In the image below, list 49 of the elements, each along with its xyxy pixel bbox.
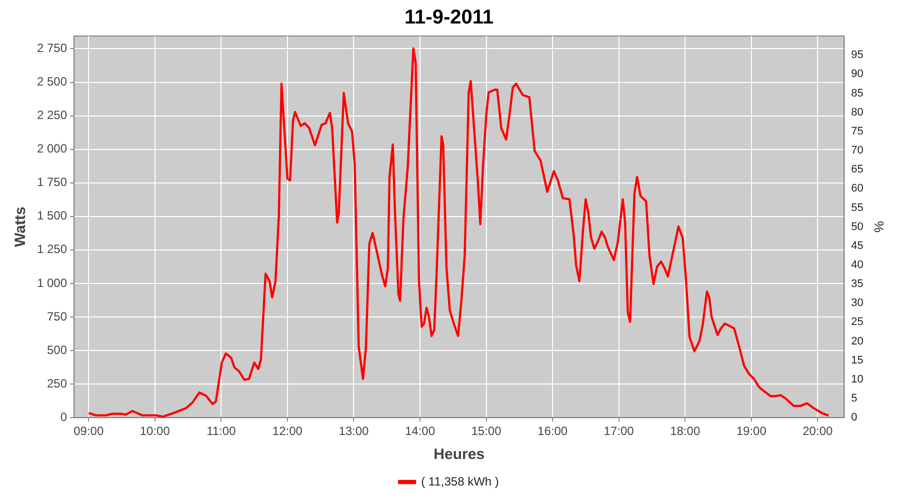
y-tick-label: 1 500 <box>37 208 68 223</box>
y2-tick-label: 65 <box>851 164 864 176</box>
x-tick-label: 15:00 <box>471 424 502 438</box>
y2-tick-label: 10 <box>851 373 864 386</box>
y2-tick-label: 95 <box>851 49 864 62</box>
x-tick-label: 16:00 <box>538 424 568 438</box>
y2-tick-label: 80 <box>851 106 864 118</box>
x-tick-label: 11:00 <box>206 424 236 438</box>
y-tick-label: 750 <box>47 309 68 324</box>
y-tick-label: 1 750 <box>37 175 68 190</box>
y2-tick-label: 90 <box>851 68 864 80</box>
y-tick-label: 250 <box>47 376 68 390</box>
x-tick-label: 13:00 <box>338 424 370 438</box>
x-tick-label: 09:00 <box>74 424 104 438</box>
legend-label: ( 11,358 kWh ) <box>421 474 499 488</box>
y-tick-label: 1 000 <box>37 276 68 290</box>
x-tick-label: 10:00 <box>140 424 170 438</box>
y2-axis-title: % <box>872 221 887 234</box>
y2-tick-label: 50 <box>851 220 864 233</box>
y-tick-label: 0 <box>60 410 68 424</box>
y-tick-label: 2 750 <box>37 41 68 56</box>
x-tick-label: 18:00 <box>670 424 700 438</box>
y2-tick-label: 70 <box>851 144 864 157</box>
x-tick-label: 14:00 <box>404 424 436 438</box>
y2-tick-label: 35 <box>851 278 864 290</box>
x-tick-label: 12:00 <box>272 424 303 438</box>
chart-title: 11-9-2011 <box>404 6 494 29</box>
y-tick-label: 500 <box>47 342 68 357</box>
x-tick-label: 17:00 <box>604 424 634 438</box>
x-tick-label: 20:00 <box>802 424 833 438</box>
y2-tick-label: 60 <box>851 182 864 195</box>
y2-tick-label: 45 <box>851 240 864 252</box>
y2-tick-label: 15 <box>851 354 864 366</box>
x-tick-label: 19:00 <box>736 424 767 438</box>
x-axis-title: Heures <box>434 446 485 464</box>
y2-tick-label: 0 <box>851 412 858 424</box>
y2-tick-label: 5 <box>851 392 858 405</box>
y2-tick-label: 40 <box>851 258 864 271</box>
y2-tick-label: 55 <box>851 202 864 214</box>
y-tick-label: 2 250 <box>37 108 68 122</box>
y2-tick-label: 85 <box>851 87 864 100</box>
y2-tick-label: 75 <box>851 125 864 138</box>
y-axis-title: Watts <box>12 206 30 247</box>
y2-tick-label: 25 <box>851 316 864 328</box>
y-tick-label: 1 250 <box>37 242 68 256</box>
y-tick-label: 2 500 <box>37 74 68 89</box>
y-tick-label: 2 000 <box>37 142 68 156</box>
y2-tick-label: 30 <box>851 297 864 310</box>
y2-tick-label: 20 <box>851 335 864 348</box>
